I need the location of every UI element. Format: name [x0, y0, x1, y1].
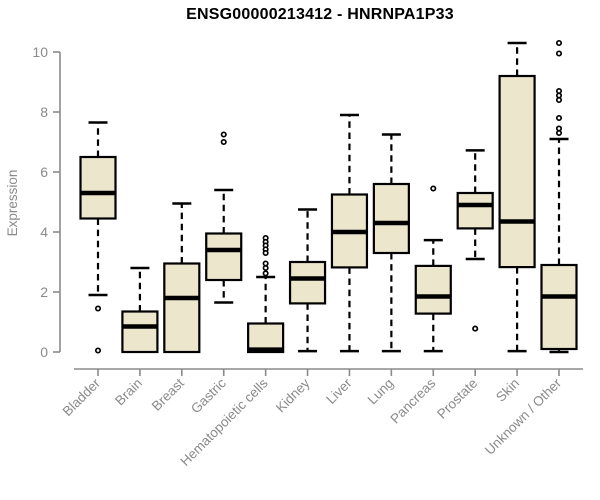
- y-axis-tick-label: 6: [40, 164, 48, 180]
- box-iqr: [288, 260, 327, 305]
- outlier-point: [220, 138, 227, 146]
- boxplot-group: [372, 133, 410, 353]
- x-axis-category-label: Unknown / Other: [482, 375, 565, 458]
- boxplot-group: [205, 131, 243, 304]
- y-axis-title: Expression: [5, 170, 20, 237]
- y-axis-tick-label: 10: [32, 44, 48, 60]
- outlier-point: [555, 114, 563, 122]
- boxplot-group: [288, 208, 327, 353]
- x-axis-category-label: Prostate: [434, 376, 480, 422]
- x-axis-category-label: Bladder: [60, 375, 104, 419]
- box-iqr: [79, 155, 117, 220]
- boxplot-group: [79, 121, 117, 354]
- outlier-point: [555, 39, 563, 47]
- box-iqr: [121, 310, 159, 354]
- boxplot-group: [121, 266, 159, 354]
- box-iqr: [456, 191, 494, 230]
- x-axis-category-label: Brain: [112, 376, 145, 409]
- y-axis-tick-label: 2: [40, 284, 48, 300]
- y-axis-tick-label: 4: [40, 224, 48, 240]
- outlier-point: [94, 347, 102, 354]
- boxplot-group: [498, 41, 536, 353]
- boxplot-group: [330, 113, 369, 353]
- boxplot-group: [163, 202, 201, 354]
- boxplot-group: [540, 39, 578, 354]
- outlier-point: [220, 131, 227, 138]
- outlier-point: [262, 249, 269, 257]
- boxplot-group: [456, 149, 494, 332]
- box-iqr: [414, 264, 452, 315]
- box-iqr: [372, 182, 410, 255]
- x-axis-category-label: Kidney: [273, 375, 313, 415]
- chart-title: ENSG00000213412 - HNRNPA1P33: [186, 6, 454, 23]
- outlier-point: [262, 264, 269, 272]
- x-axis-category-label: Pancreas: [387, 375, 438, 426]
- outlier-point: [262, 270, 269, 277]
- x-axis-category-label: Gastric: [188, 375, 229, 416]
- x-axis-category-label: Liver: [323, 375, 355, 407]
- outlier-point: [555, 50, 563, 57]
- boxplot-group: [247, 234, 285, 354]
- boxplot-group: [414, 185, 452, 353]
- x-axis-category-label: Skin: [493, 376, 522, 405]
- x-axis-category-label: Lung: [365, 376, 397, 408]
- y-axis-tick-label: 8: [40, 104, 48, 120]
- outlier-point: [94, 305, 102, 312]
- outlier-point: [472, 325, 479, 332]
- outlier-point: [555, 96, 563, 104]
- outlier-point: [555, 129, 563, 137]
- x-axis-category-label: Breast: [149, 375, 187, 413]
- outlier-point: [430, 185, 437, 192]
- box-iqr: [247, 322, 285, 354]
- box-iqr: [163, 262, 201, 354]
- box-iqr: [205, 232, 243, 282]
- box-iqr: [540, 263, 578, 351]
- box-iqr: [498, 74, 536, 269]
- y-axis-tick-label: 0: [40, 344, 48, 360]
